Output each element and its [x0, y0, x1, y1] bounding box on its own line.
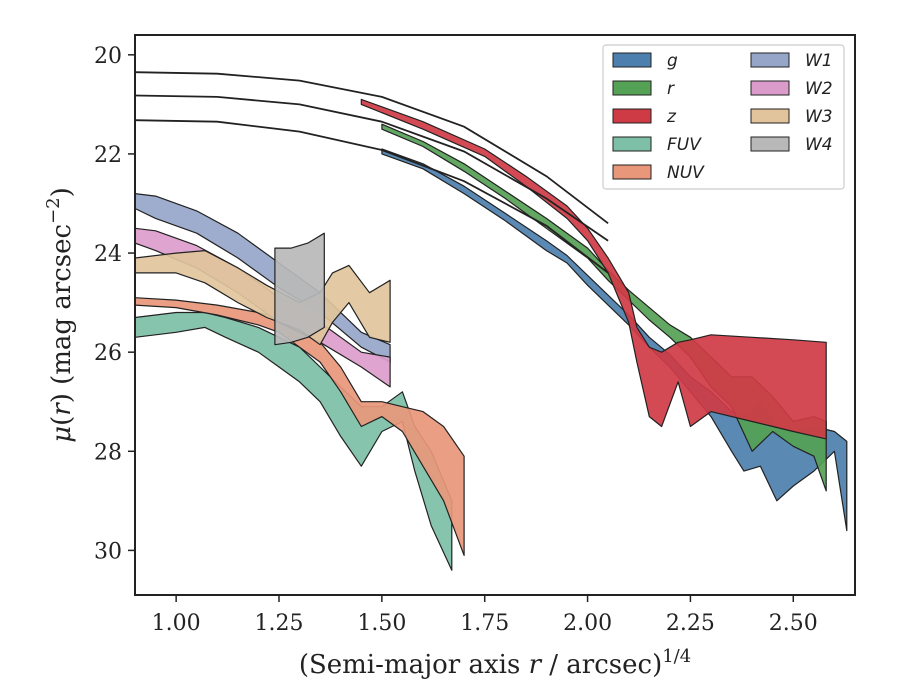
- legend-label-fuv: FUV: [667, 135, 702, 155]
- legend-swatch-g: [612, 52, 652, 68]
- band-w3: [135, 250, 391, 346]
- y-tick-label: 24: [94, 242, 122, 267]
- model-curve-1: [135, 71, 609, 225]
- legend-label-r: r: [667, 79, 675, 99]
- band-g: [381, 148, 848, 532]
- legend-swatch-w1: [750, 52, 790, 68]
- y-tick-label: 30: [94, 539, 122, 564]
- legend-label-w3: W3: [805, 107, 833, 127]
- x-tick-label: 2.25: [666, 611, 715, 636]
- legend-label-g: g: [667, 51, 678, 71]
- y-tick-label: 22: [94, 143, 122, 168]
- band-z: [360, 98, 827, 440]
- legend-label-w1: W1: [805, 51, 833, 71]
- y-tick-label: 20: [94, 44, 122, 69]
- legend-swatch-z: [612, 108, 652, 124]
- legend: grz FUV NUV W1 W2 W3 W4: [602, 44, 845, 190]
- x-tick-label: 1.50: [357, 611, 406, 636]
- x-tick-label: 2.50: [769, 611, 818, 636]
- legend-label-w4: W4: [805, 135, 833, 155]
- model-curves: [135, 71, 609, 274]
- legend-swatch-fuv: [612, 136, 652, 152]
- legend-swatch-w4: [750, 136, 790, 152]
- x-tick-label: 1.75: [460, 611, 509, 636]
- x-axis-label: (Semi-major axis r / arcsec)1/4: [299, 646, 691, 680]
- x-tick-label: 1.00: [152, 611, 201, 636]
- x-tick-label: 1.25: [255, 611, 304, 636]
- x-tick-label: 2.00: [563, 611, 612, 636]
- y-tick-label: 28: [94, 440, 122, 465]
- x-axis-ticks: 1.00 1.25 1.50 1.75 2.00 2.25 2.50: [152, 595, 818, 636]
- legend-swatch-r: [612, 80, 652, 96]
- legend-label-z: z: [666, 107, 677, 127]
- y-tick-label: 26: [94, 341, 122, 366]
- y-axis-label: μ(r) (mag arcsec−2): [43, 187, 77, 443]
- y-axis-ticks: 20 22 24 26 28 30: [94, 44, 135, 564]
- legend-swatch-w3: [750, 108, 790, 124]
- band-w4: [274, 232, 325, 346]
- plot-frame: [134, 34, 856, 596]
- legend-swatch-w2: [750, 80, 790, 96]
- legend-label-w2: W2: [805, 79, 833, 99]
- model-curve-3: [135, 119, 609, 274]
- legend-label-nuv: NUV: [667, 163, 705, 183]
- model-curve-2: [135, 94, 609, 242]
- legend-swatch-nuv: [612, 164, 652, 180]
